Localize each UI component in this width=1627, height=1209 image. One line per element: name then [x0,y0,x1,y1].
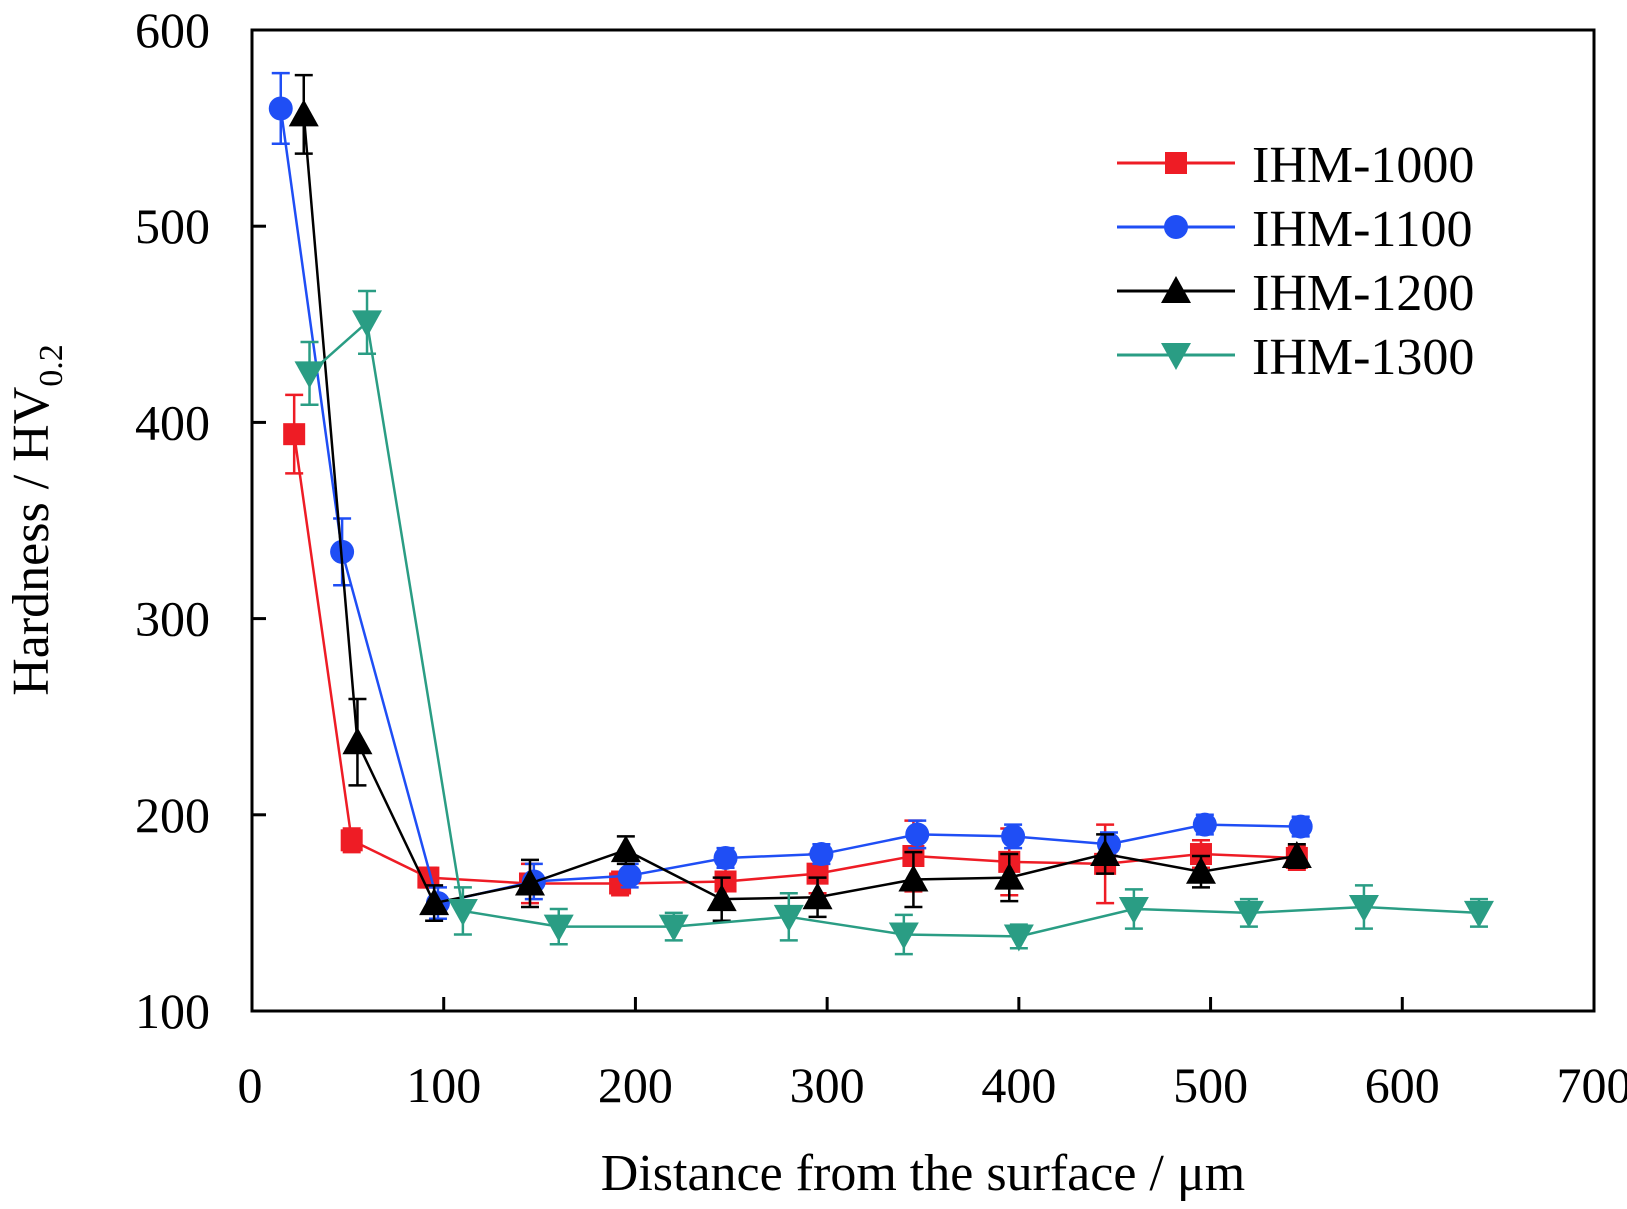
x-tick-label: 700 [1557,1057,1627,1113]
data-point [905,822,930,847]
axes: 0 100 200 300 400 500 600 700 100 200 300 400 500 60… [3,2,1627,1202]
data-point [283,423,306,446]
data-point [888,922,919,950]
y-tick-label: 200 [135,787,210,843]
y-axis-title-subscript: 0.2 [33,344,70,387]
legend-label: IHM-1100 [1252,201,1473,258]
x-tick-label: 100 [406,1057,481,1113]
data-point [1001,824,1026,849]
data-point [514,868,545,896]
legend-label: IHM-1000 [1252,137,1474,194]
data-point [1003,924,1034,952]
legend-marker [1164,215,1188,239]
series-line [302,114,1298,905]
data-point [706,884,737,912]
legend-item: IHM-1300 [1117,329,1474,386]
x-ticks: 0 100 200 300 400 500 600 700 [238,997,1627,1113]
legend-item: IHM-1000 [1117,137,1474,194]
y-ticks: 100 200 300 400 500 600 [135,2,266,1039]
series-ihm-1000 [283,393,1308,911]
series-ihm-1100 [268,71,1313,921]
data-point [714,870,737,893]
data-point [802,882,833,910]
series-ihm-1300 [294,289,1494,956]
y-axis-title: Hardness / HV0.2 [3,344,70,696]
data-point [1348,895,1379,923]
legend-marker [1161,276,1191,303]
data-point [1463,900,1494,928]
data-point [610,835,641,863]
x-axis-title: Distance from the surface / μm [601,1145,1245,1202]
data-point [1192,812,1217,837]
data-point [268,96,293,121]
x-tick-label: 200 [598,1057,673,1113]
legend-marker [1165,152,1187,174]
data-point [713,845,738,870]
data-point [994,862,1025,890]
data-point [288,99,319,127]
plot-frame [250,28,1596,1013]
data-point [352,310,383,338]
series-line [279,108,1301,905]
data-point [1233,900,1264,928]
series-line [292,433,1297,885]
data-point [809,842,834,867]
data-point [543,914,574,942]
data-point [658,914,689,942]
legend-label: IHM-1300 [1252,329,1474,386]
data-point [1185,856,1216,884]
data-point [617,863,642,888]
data-point [773,904,804,932]
legend: IHM-1000 IHM-1100 IHM-1200 IHM-1300 [1117,137,1474,386]
legend-label: IHM-1200 [1252,265,1474,322]
data-point [1118,896,1149,924]
data-point [340,829,363,852]
data-point [1090,839,1121,867]
plot-area [268,71,1494,956]
x-tick-label: 0 [238,1057,263,1113]
legend-item: IHM-1100 [1117,201,1473,258]
x-tick-label: 400 [981,1057,1056,1113]
legend-marker [1161,343,1191,370]
y-tick-label: 400 [135,394,210,450]
y-axis-title-main: Hardness / HV [3,387,60,696]
data-point [1189,843,1212,866]
series-ihm-1200 [288,73,1312,922]
data-point [419,888,450,916]
data-point [1281,841,1312,869]
data-point [806,862,829,885]
data-point [342,727,373,755]
x-tick-label: 300 [790,1057,865,1113]
legend-item: IHM-1200 [1117,265,1474,322]
x-tick-label: 500 [1173,1057,1248,1113]
data-point [898,864,929,892]
y-tick-label: 600 [135,2,210,58]
data-point [294,361,325,389]
data-point [417,866,440,889]
y-tick-label: 500 [135,198,210,254]
y-tick-label: 100 [135,983,210,1039]
data-point [447,898,478,926]
data-point [1288,814,1313,839]
series-line [308,319,1480,938]
y-tick-label: 300 [135,591,210,647]
x-tick-label: 600 [1365,1057,1440,1113]
